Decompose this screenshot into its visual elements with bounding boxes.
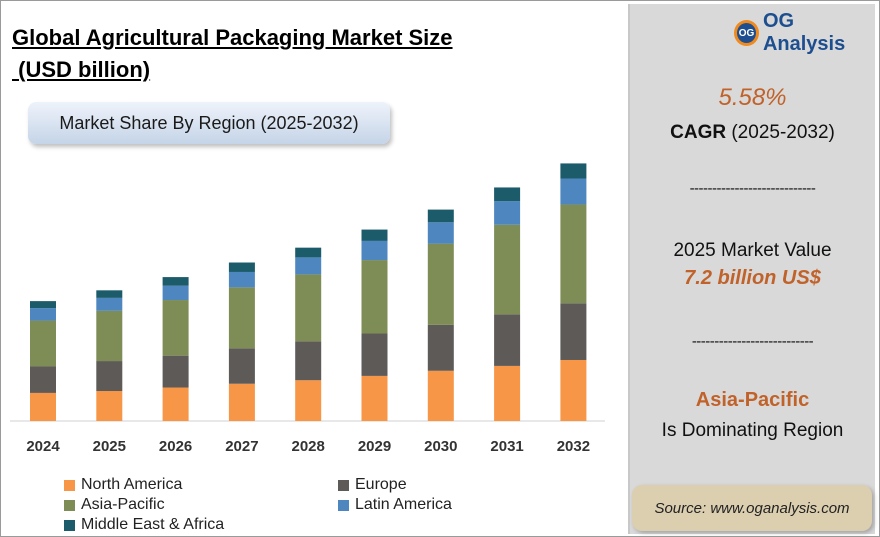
legend-item-asia-pacific: Asia-Pacific — [64, 496, 165, 514]
legend-label: Europe — [355, 476, 407, 493]
bar-2027-europe — [228, 348, 255, 384]
cagr-label-period: (2025-2032) — [726, 122, 835, 143]
chart-title-line2: (USD billion) — [12, 57, 151, 82]
bar-2024-north-america — [30, 392, 56, 421]
x-tick-2029: 2029 — [358, 438, 391, 455]
bar-2030-asia-pacific — [427, 243, 454, 325]
market-value-label: 2025 Market Value — [673, 240, 832, 261]
bar-2030-middle-east-africa — [427, 209, 454, 223]
bar-2028-latin-america — [295, 257, 322, 275]
x-tick-2030: 2030 — [424, 438, 457, 455]
bar-2032-middle-east-africa — [560, 163, 587, 179]
cagr-value: 5.58% — [718, 84, 787, 111]
market-value: 7.2 billion US$ — [684, 267, 821, 289]
bar-2027-middle-east-africa — [228, 262, 255, 272]
x-tick-2031: 2031 — [490, 438, 523, 455]
legend-swatch — [338, 499, 349, 511]
bar-2028-middle-east-africa — [295, 247, 322, 258]
bar-2028-north-america — [295, 380, 322, 421]
bar-2031-middle-east-africa — [494, 187, 521, 202]
logo-text: OG Analysis — [762, 10, 846, 55]
bar-2024-middle-east-africa — [30, 301, 56, 309]
legend-item-north-america: North America — [64, 476, 182, 494]
legend-swatch — [64, 519, 75, 531]
bar-2031-europe — [494, 314, 521, 366]
bar-2031-asia-pacific — [494, 224, 521, 315]
bar-2028-europe — [295, 341, 322, 381]
x-tick-2026: 2026 — [159, 438, 192, 455]
divider-1: ---------------------------- — [689, 180, 816, 197]
bar-2025-latin-america — [96, 297, 123, 311]
bar-2032-asia-pacific — [560, 204, 587, 304]
bar-2024-latin-america — [30, 308, 56, 321]
bar-2031-latin-america — [494, 201, 521, 225]
bar-2027-north-america — [228, 383, 255, 421]
legend-label: Asia-Pacific — [81, 496, 165, 513]
bar-2030-europe — [427, 324, 454, 371]
bar-2025-asia-pacific — [96, 310, 123, 362]
legend-swatch — [64, 479, 75, 491]
divider-2: --------------------------- — [691, 333, 814, 350]
bar-2032-europe — [560, 303, 587, 360]
bar-2026-middle-east-africa — [162, 277, 189, 286]
x-tick-2025: 2025 — [93, 438, 126, 455]
legend-label: Latin America — [355, 496, 452, 513]
bar-2025-north-america — [96, 391, 123, 421]
bar-2025-middle-east-africa — [96, 290, 123, 298]
legend-swatch — [338, 479, 349, 491]
og-logo-icon: OG — [734, 20, 759, 46]
bar-2026-asia-pacific — [162, 300, 189, 356]
chart-title-line1: Global Agricultural Packaging Market Siz… — [12, 25, 453, 50]
source-box: Source: www.oganalysis.com — [632, 485, 872, 531]
x-tick-2024: 2024 — [26, 438, 60, 455]
legend-swatch — [64, 499, 75, 511]
legend-item-middle-east-africa: Middle East & Africa — [64, 516, 224, 534]
bar-2029-latin-america — [361, 240, 388, 261]
chart-subtitle: Market Share By Region (2025-2032) — [28, 102, 390, 144]
x-tick-2032: 2032 — [557, 438, 590, 455]
bars-group — [30, 163, 587, 421]
bar-2029-middle-east-africa — [361, 229, 388, 241]
legend-item-latin-america: Latin America — [338, 496, 452, 514]
x-tick-2028: 2028 — [292, 438, 325, 455]
bar-2026-europe — [162, 355, 189, 388]
bar-2032-latin-america — [560, 178, 587, 205]
bar-2028-asia-pacific — [295, 274, 322, 342]
bar-2032-north-america — [560, 359, 587, 421]
bar-2031-north-america — [494, 365, 521, 421]
chart-legend: North America Europe Asia-Pacific Latin Ame… — [64, 476, 524, 536]
dominating-region-label: Is Dominating Region — [661, 420, 844, 441]
cagr-label: CAGR (2025-2032) — [630, 122, 875, 144]
stacked-bar-chart: 2024 2025 2026 2027 2028 2029 2030 2031 2032 — [10, 163, 605, 455]
bar-2030-latin-america — [427, 222, 454, 244]
chart-title: Global Agricultural Packaging Market Siz… — [12, 22, 453, 86]
bar-2029-asia-pacific — [361, 260, 388, 334]
cagr-label-bold: CAGR — [670, 122, 727, 143]
x-tick-2027: 2027 — [225, 438, 258, 455]
bar-2024-europe — [30, 366, 56, 393]
legend-item-europe: Europe — [338, 476, 407, 494]
bar-2026-north-america — [162, 387, 189, 421]
bar-2027-asia-pacific — [228, 287, 255, 349]
summary-panel: OG OG Analysis 5.58% CAGR (2025-2032) --… — [628, 4, 875, 534]
bar-2026-latin-america — [162, 285, 189, 301]
x-tick-labels: 2024 2025 2026 2027 2028 2029 2030 2031 2032 — [26, 438, 590, 455]
bar-2027-latin-america — [228, 271, 255, 288]
bar-2030-north-america — [427, 370, 454, 421]
og-analysis-logo: OG OG Analysis — [734, 10, 875, 56]
bar-2029-north-america — [361, 375, 388, 421]
bar-2025-europe — [96, 361, 123, 392]
legend-label: Middle East & Africa — [81, 516, 225, 533]
dominating-region: Asia-Pacific — [695, 389, 810, 411]
bar-2024-asia-pacific — [30, 320, 56, 367]
legend-label: North America — [81, 476, 183, 493]
bar-2029-europe — [361, 333, 388, 376]
